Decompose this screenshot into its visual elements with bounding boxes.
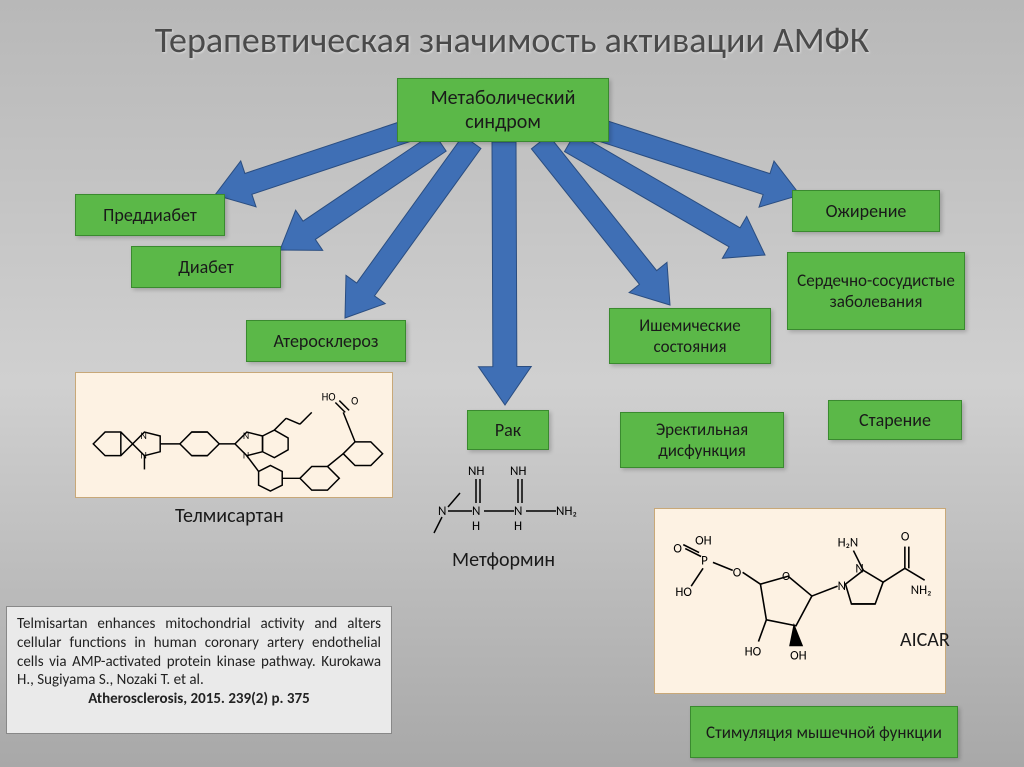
chem-aicar-box: O P HO OH O O HO OH N N H₂N (654, 508, 946, 694)
svg-text:N: N (838, 579, 846, 594)
box-obesity: Ожирение (792, 190, 940, 232)
svg-text:NH: NH (468, 464, 485, 479)
svg-text:N: N (243, 430, 249, 442)
svg-text:H₂N: H₂N (838, 536, 859, 551)
svg-text:O: O (733, 565, 742, 580)
svg-text:N: N (472, 504, 480, 519)
svg-text:O: O (901, 530, 910, 545)
svg-text:N: N (514, 504, 522, 519)
box-athero: Атеросклероз (246, 320, 406, 362)
svg-text:H: H (514, 519, 522, 534)
citation-text: Telmisartan enhances mitochondrial activ… (17, 615, 381, 689)
box-cancer: Рак (467, 410, 549, 450)
citation-box: Telmisartan enhances mitochondrial activ… (6, 606, 392, 734)
telmisartan-label: Телмисартан (175, 504, 284, 528)
page-title: Терапевтическая значимость активации АМФ… (0, 18, 1024, 62)
svg-text:NH: NH (510, 464, 527, 479)
svg-text:N: N (243, 450, 249, 462)
box-muscle: Стимуляция мышечной функции (690, 706, 958, 758)
chem-metformin-structure: N N H NH N H NH NH₂ (432, 455, 608, 543)
svg-text:P: P (701, 553, 708, 568)
metformin-structure-icon: N N H NH N H NH NH₂ (432, 455, 608, 543)
svg-text:OH: OH (695, 534, 712, 549)
box-metabolic: Метаболический синдром (397, 78, 609, 142)
svg-text:NH₂: NH₂ (556, 504, 577, 519)
arrow-0 (207, 107, 417, 218)
svg-text:H: H (472, 519, 480, 534)
svg-text:HO: HO (675, 585, 692, 600)
arrow-3 (478, 142, 532, 405)
svg-text:NH₂: NH₂ (911, 583, 932, 598)
svg-text:O: O (351, 394, 358, 407)
svg-text:O: O (673, 542, 682, 557)
arrow-4 (521, 127, 689, 320)
box-aging: Старение (828, 400, 962, 440)
box-prediabetes: Преддиабет (75, 194, 225, 236)
box-cardio: Сердечно-сосудистые заболевания (787, 252, 965, 330)
aicar-structure-icon: O P HO OH O O HO OH N N H₂N (655, 509, 945, 693)
svg-text:HO: HO (745, 644, 762, 659)
box-diabetes: Диабет (131, 246, 281, 288)
metformin-label: Метформин (452, 548, 555, 572)
arrow-2 (325, 128, 491, 332)
box-ischemic: Ишемические состояния (609, 308, 771, 364)
svg-text:N: N (141, 430, 147, 442)
aicar-label: AICAR (900, 628, 950, 652)
svg-text:O: O (782, 570, 790, 584)
svg-text:OH: OH (790, 648, 807, 663)
svg-text:HO: HO (322, 391, 336, 404)
arrow-5 (558, 121, 777, 276)
arrow-1 (266, 122, 453, 270)
arrow-6 (593, 107, 808, 218)
telmisartan-structure-icon: N N N N (76, 373, 392, 497)
svg-text:N: N (438, 504, 446, 519)
chem-telmisartan-box: N N N N (75, 372, 393, 498)
box-erectile: Эректильная дисфункция (620, 412, 784, 468)
svg-text:N: N (141, 450, 147, 462)
citation-bold: Atherosclerosis, 2015. 239(2) p. 375 (17, 690, 381, 709)
